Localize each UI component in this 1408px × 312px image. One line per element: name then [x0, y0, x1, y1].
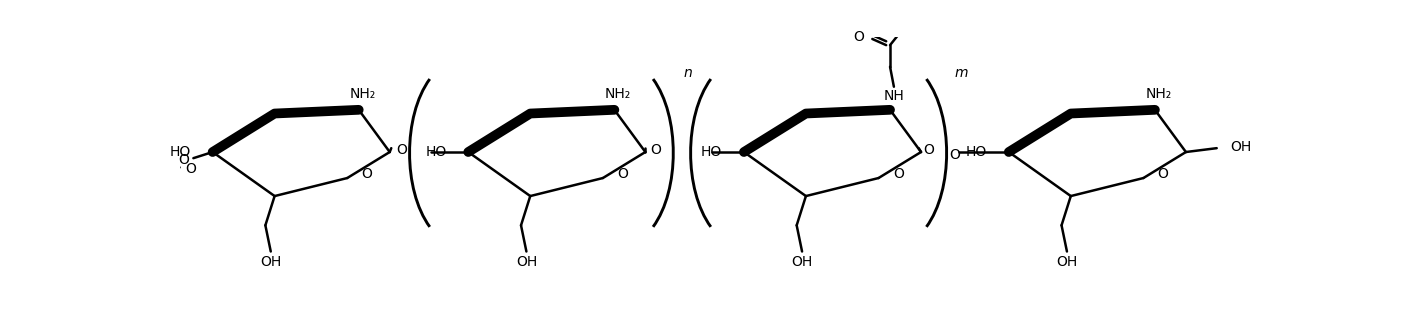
Text: O: O [893, 167, 904, 181]
Text: O: O [1157, 167, 1169, 181]
Text: O: O [617, 167, 628, 181]
Text: HO: HO [170, 145, 191, 159]
Text: O: O [186, 162, 197, 176]
Text: HO: HO [425, 145, 446, 159]
Text: HO: HO [701, 145, 722, 159]
Text: O: O [177, 153, 189, 167]
Text: HO: HO [966, 145, 987, 159]
Text: n: n [683, 66, 693, 80]
Text: O: O [650, 143, 660, 157]
Text: m: m [955, 66, 967, 80]
Text: NH₂: NH₂ [1146, 87, 1171, 101]
Text: NH₂: NH₂ [605, 87, 631, 101]
Text: O: O [396, 143, 407, 157]
Text: OH: OH [791, 255, 812, 269]
Text: OH: OH [515, 255, 536, 269]
Text: NH: NH [883, 89, 904, 103]
Text: OH: OH [1056, 255, 1077, 269]
Text: O: O [362, 167, 372, 181]
Text: OH: OH [1231, 140, 1252, 154]
Text: O: O [924, 143, 934, 157]
Text: NH₂: NH₂ [349, 87, 376, 101]
Text: O: O [853, 31, 865, 44]
Text: OH: OH [260, 255, 282, 269]
Text: O: O [949, 148, 960, 162]
